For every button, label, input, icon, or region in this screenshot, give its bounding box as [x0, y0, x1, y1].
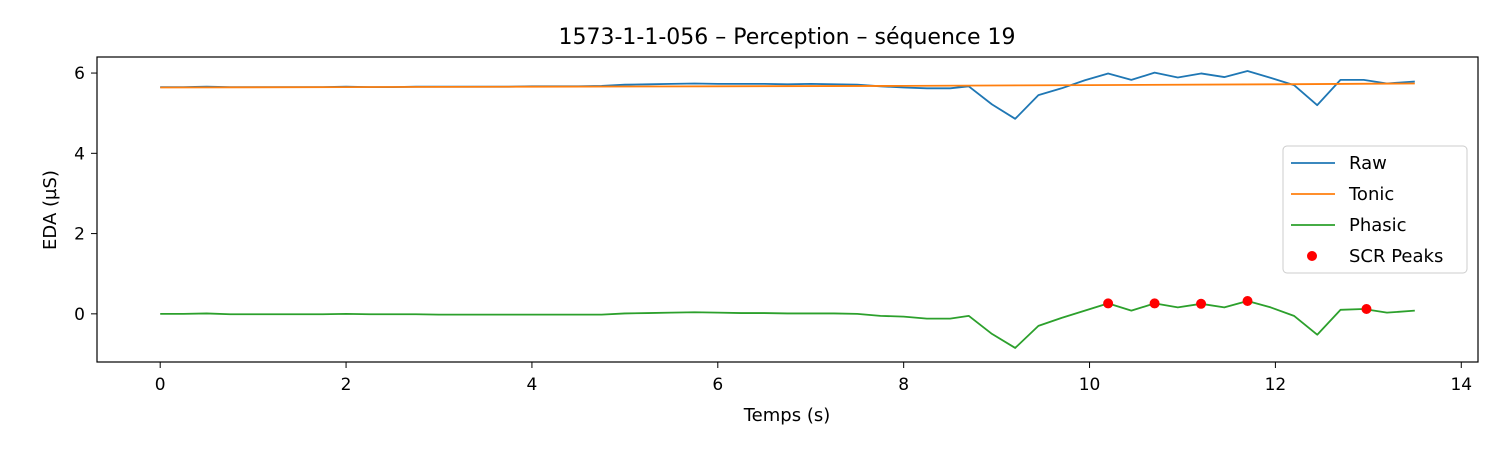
x-tick-label: 14 — [1450, 375, 1472, 395]
scr-peak-point — [1149, 298, 1160, 309]
legend-label-scr-peaks: SCR Peaks — [1349, 246, 1443, 267]
x-tick-label: 2 — [341, 375, 352, 395]
series-line-tonic — [160, 82, 1415, 89]
chart-title: 1573-1-1-056 – Perception – séquence 19 — [558, 25, 1015, 50]
x-tick-label: 6 — [712, 375, 723, 395]
legend-box — [1282, 145, 1468, 274]
legend-label-raw: Raw — [1349, 153, 1387, 174]
y-tick-label: 6 — [74, 64, 85, 84]
legend-label-phasic: Phasic — [1349, 215, 1407, 236]
x-tick-label: 12 — [1265, 375, 1287, 395]
y-tick-label: 2 — [74, 225, 85, 245]
series-line-raw — [160, 70, 1415, 120]
series-line-phasic — [160, 300, 1415, 349]
x-tick-label: 8 — [898, 375, 909, 395]
y-tick-label: 0 — [74, 305, 85, 325]
legend-label-tonic: Tonic — [1348, 184, 1394, 205]
scr-peak-point — [1103, 298, 1114, 309]
x-tick-label: 4 — [527, 375, 538, 395]
legend: Raw Tonic Phasic SCR Peaks — [1282, 145, 1468, 274]
x-axis-label: Temps (s) — [743, 405, 831, 426]
x-axis: 0 2 4 6 8 10 12 14 — [155, 362, 1472, 395]
y-axis: 0 2 4 6 — [74, 64, 97, 325]
x-tick-label: 0 — [155, 375, 166, 395]
plot-frame — [96, 56, 1479, 363]
scr-peak-point — [1196, 298, 1207, 309]
legend-marker-scr-peaks — [1307, 251, 1317, 261]
series-scr-peaks — [1103, 296, 1372, 315]
x-tick-label: 10 — [1079, 375, 1101, 395]
scr-peak-point — [1361, 304, 1372, 315]
y-tick-label: 4 — [74, 144, 85, 164]
scr-peak-point — [1242, 296, 1253, 306]
y-axis-label: EDA (µS) — [40, 170, 61, 250]
